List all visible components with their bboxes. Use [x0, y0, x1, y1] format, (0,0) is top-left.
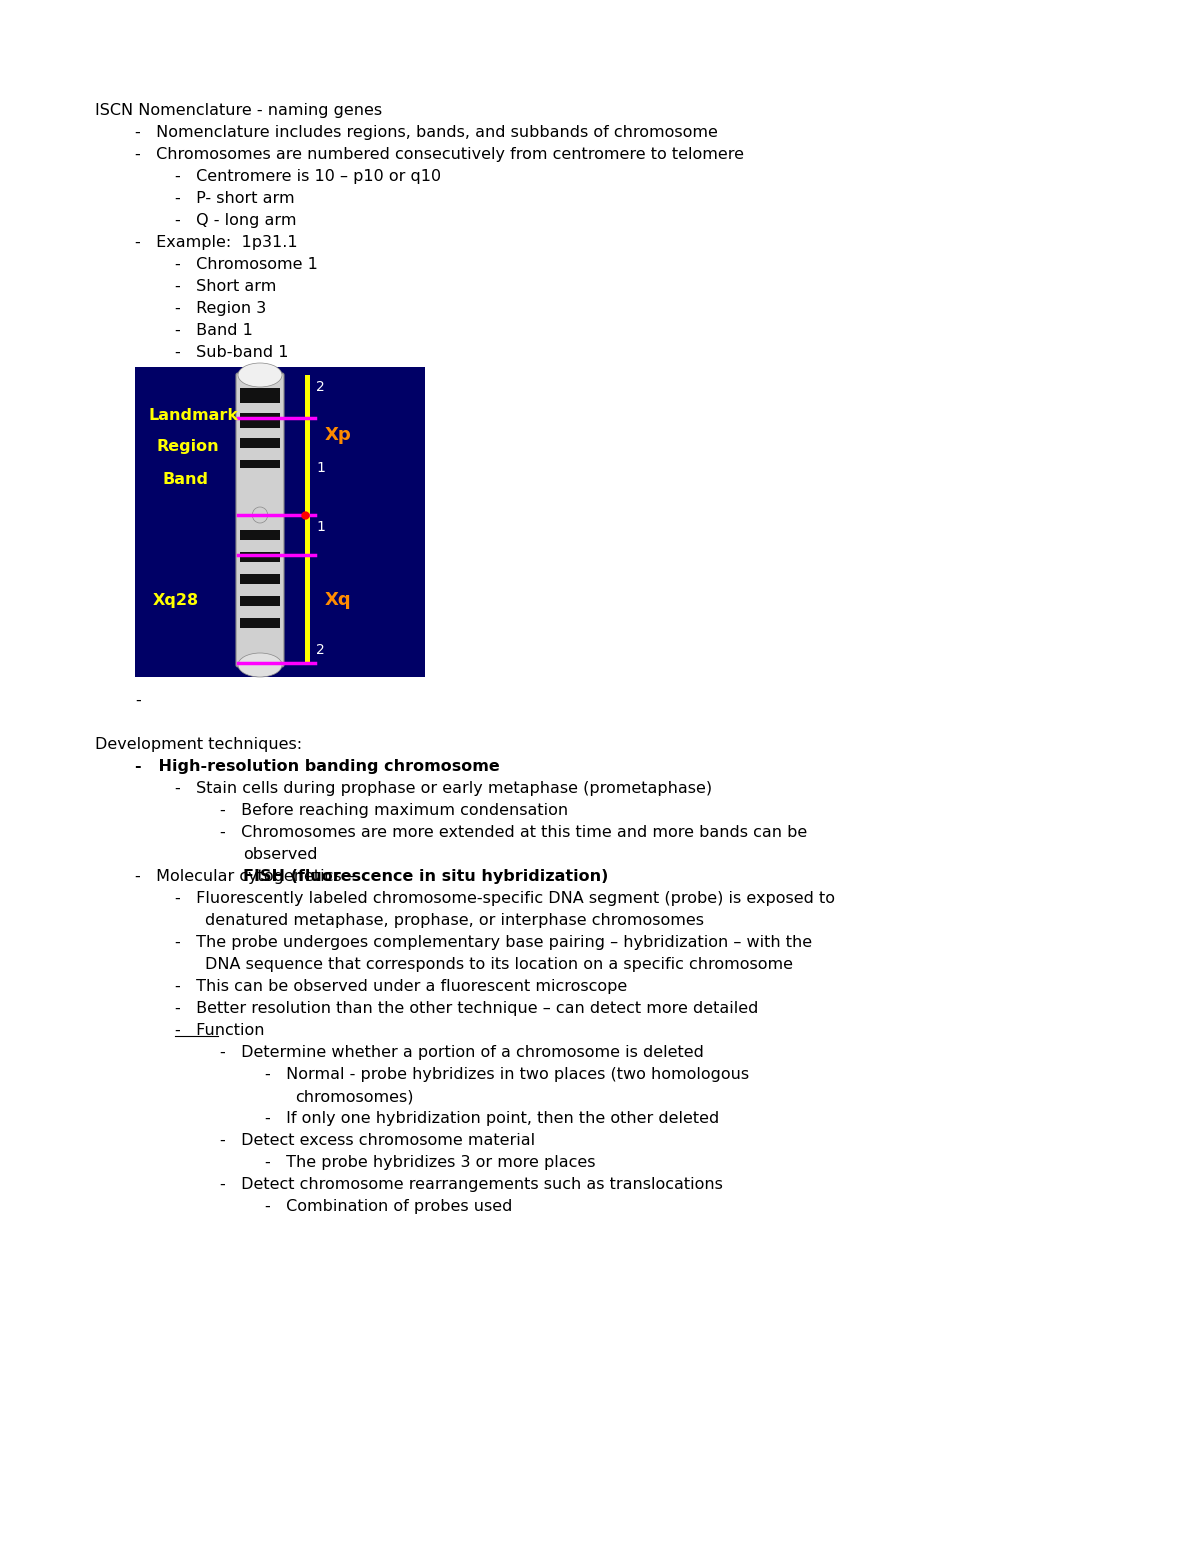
Text: -   Molecular cytogenetics –: - Molecular cytogenetics – — [134, 870, 360, 884]
Bar — [240, 413, 280, 429]
Text: chromosomes): chromosomes) — [295, 1089, 414, 1104]
Text: -   The probe undergoes complementary base pairing – hybridization – with the: - The probe undergoes complementary base… — [175, 935, 812, 950]
Text: Xq: Xq — [325, 592, 352, 609]
Bar — [240, 530, 280, 540]
Text: FISH (fluorescence in situ hybridization): FISH (fluorescence in situ hybridization… — [242, 870, 608, 884]
Text: -   Fluorescently labeled chromosome-specific DNA segment (probe) is exposed to: - Fluorescently labeled chromosome-speci… — [175, 891, 835, 905]
Text: -   High-resolution banding chromosome: - High-resolution banding chromosome — [134, 759, 499, 773]
Bar — [240, 460, 280, 467]
Bar — [240, 388, 280, 402]
Text: -   If only one hybridization point, then the other deleted: - If only one hybridization point, then … — [265, 1110, 719, 1126]
FancyBboxPatch shape — [236, 373, 284, 666]
Text: -   Centromere is 10 – p10 or q10: - Centromere is 10 – p10 or q10 — [175, 169, 442, 183]
Text: Landmark: Landmark — [148, 407, 238, 422]
Bar — [240, 596, 280, 606]
Text: -   Detect excess chromosome material: - Detect excess chromosome material — [220, 1134, 535, 1148]
Text: -   Q - long arm: - Q - long arm — [175, 213, 296, 228]
Text: Xq28: Xq28 — [154, 593, 199, 607]
Text: -   Chromosome 1: - Chromosome 1 — [175, 256, 318, 272]
Text: -   The probe hybridizes 3 or more places: - The probe hybridizes 3 or more places — [265, 1155, 595, 1169]
Text: Region: Region — [156, 439, 218, 455]
Bar — [305, 374, 310, 665]
Text: -   Band 1: - Band 1 — [175, 323, 253, 339]
Text: -   Detect chromosome rearrangements such as translocations: - Detect chromosome rearrangements such … — [220, 1177, 722, 1193]
Text: -   Combination of probes used: - Combination of probes used — [265, 1199, 512, 1214]
Text: -: - — [134, 693, 140, 708]
Text: -   Function: - Function — [175, 1023, 264, 1037]
Bar — [240, 438, 280, 447]
Text: -   Chromosomes are more extended at this time and more bands can be: - Chromosomes are more extended at this … — [220, 825, 808, 840]
Text: 2: 2 — [316, 643, 325, 657]
Text: DNA sequence that corresponds to its location on a specific chromosome: DNA sequence that corresponds to its loc… — [205, 957, 793, 972]
Ellipse shape — [238, 363, 282, 387]
Text: 2: 2 — [316, 380, 325, 394]
Bar — [240, 551, 280, 562]
Bar — [240, 575, 280, 584]
Text: -   Chromosomes are numbered consecutively from centromere to telomere: - Chromosomes are numbered consecutively… — [134, 148, 744, 162]
Ellipse shape — [238, 652, 282, 677]
Text: Development techniques:: Development techniques: — [95, 738, 302, 752]
Text: -   Short arm: - Short arm — [175, 280, 276, 294]
Text: -   Nomenclature includes regions, bands, and subbands of chromosome: - Nomenclature includes regions, bands, … — [134, 124, 718, 140]
Bar — [240, 618, 280, 627]
Text: -   Before reaching maximum condensation: - Before reaching maximum condensation — [220, 803, 568, 818]
Text: -   Example:  1p31.1: - Example: 1p31.1 — [134, 235, 298, 250]
Ellipse shape — [252, 506, 268, 523]
Text: 1: 1 — [316, 461, 325, 475]
Text: -   Normal - probe hybridizes in two places (two homologous: - Normal - probe hybridizes in two place… — [265, 1067, 749, 1082]
Text: -   Stain cells during prophase or early metaphase (prometaphase): - Stain cells during prophase or early m… — [175, 781, 712, 797]
Text: -   Sub-band 1: - Sub-band 1 — [175, 345, 288, 360]
Text: Band: Band — [163, 472, 209, 486]
Text: denatured metaphase, prophase, or interphase chromosomes: denatured metaphase, prophase, or interp… — [205, 913, 704, 929]
Text: ISCN Nomenclature - naming genes: ISCN Nomenclature - naming genes — [95, 102, 382, 118]
Text: -   Better resolution than the other technique – can detect more detailed: - Better resolution than the other techn… — [175, 1002, 758, 1016]
Text: -   Determine whether a portion of a chromosome is deleted: - Determine whether a portion of a chrom… — [220, 1045, 704, 1061]
Text: 1: 1 — [316, 520, 325, 534]
Text: Xp: Xp — [325, 426, 352, 444]
Text: observed: observed — [242, 846, 318, 862]
Text: -   P- short arm: - P- short arm — [175, 191, 295, 207]
Text: -   Region 3: - Region 3 — [175, 301, 266, 315]
Text: -   This can be observed under a fluorescent microscope: - This can be observed under a fluoresce… — [175, 978, 628, 994]
Bar — [134, 367, 425, 677]
